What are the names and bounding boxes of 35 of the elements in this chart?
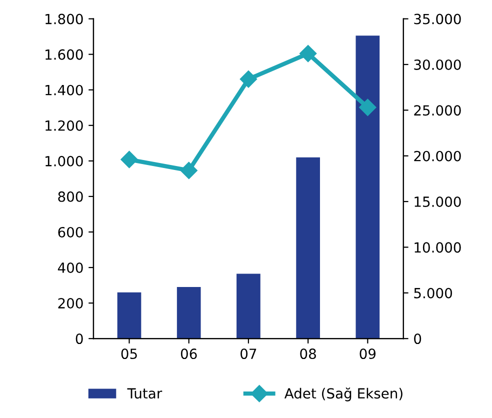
y2-tick-label: 35.000 (414, 14, 461, 24)
y-tick-label: 1.600 (46, 49, 83, 60)
bar (236, 274, 260, 339)
y-tick-label: 1.000 (46, 156, 83, 166)
y2-tick-label: 25.000 (414, 105, 461, 116)
x-tick-label: 05 (121, 348, 137, 360)
y-tick-label: 0 (76, 334, 83, 344)
y2-tick-label: 10.000 (414, 242, 461, 253)
point (240, 70, 258, 88)
y-tick-label: 400 (58, 262, 83, 273)
y-tick-label: 200 (58, 298, 83, 309)
y2-tick-label: 20.000 (414, 150, 461, 162)
y2-tick-label: 0 (414, 334, 422, 344)
y2-tick-label: 30.000 (414, 59, 461, 70)
point (120, 150, 138, 168)
x-tick-label: 07 (240, 348, 256, 360)
y2-tick-label: 5.000 (414, 288, 452, 298)
bar (296, 157, 320, 339)
point (300, 44, 317, 62)
point (359, 98, 376, 116)
y-tick-label: 800 (58, 191, 83, 202)
legend-label: Adet (Sağ Eksen) (284, 388, 402, 402)
y2-tick-label: 15.000 (414, 196, 461, 208)
y-tick-label: 600 (58, 226, 83, 238)
bar (356, 36, 380, 339)
y-tick-label: 1.400 (46, 84, 83, 96)
bar (117, 292, 142, 339)
x-tick-label: 09 (360, 348, 376, 360)
y-tick-label: 1.800 (46, 14, 83, 24)
y-tick-label: 1.200 (46, 120, 83, 131)
x-tick-label: 06 (180, 348, 197, 360)
x-tick-label: 08 (300, 348, 316, 360)
point (180, 162, 198, 180)
legend-label: Tutar (127, 388, 162, 399)
bar (176, 287, 201, 339)
